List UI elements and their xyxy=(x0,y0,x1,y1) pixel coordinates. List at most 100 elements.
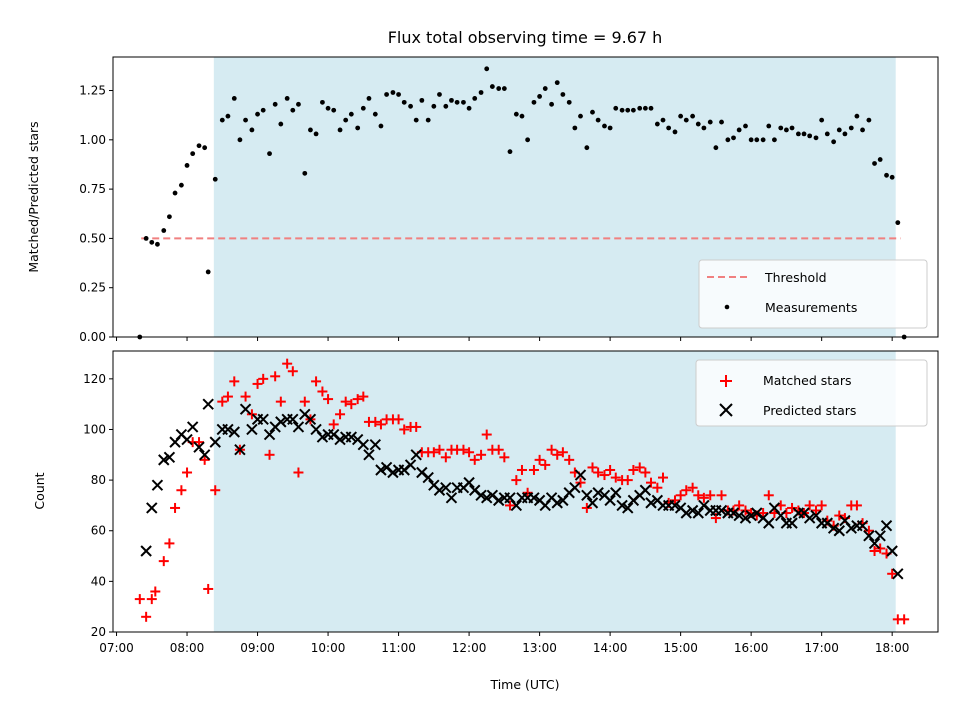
measurement-point xyxy=(836,127,842,133)
matched-star-point xyxy=(599,470,610,481)
x-tick-label: 09:00 xyxy=(240,641,275,655)
matched-star-point xyxy=(652,482,663,493)
predicted-star-point xyxy=(803,512,816,524)
measurement-point xyxy=(666,125,672,131)
measurement-point xyxy=(296,101,301,107)
x-tick-label: 12:00 xyxy=(452,641,487,655)
predicted-star-point xyxy=(686,504,699,517)
measurement-point xyxy=(190,151,196,157)
legend-threshold-label: Threshold xyxy=(764,270,827,285)
matched-star-point xyxy=(150,586,161,597)
matched-star-point xyxy=(411,421,422,432)
matched-star-point xyxy=(194,437,205,448)
measurement-point xyxy=(320,99,325,105)
measurement-point xyxy=(542,86,548,91)
measurement-point xyxy=(884,172,889,178)
measurement-point xyxy=(672,129,678,135)
predicted-star-point xyxy=(574,469,587,481)
measurement-point xyxy=(260,107,266,113)
measurement-point xyxy=(149,239,155,245)
predicted-star-point xyxy=(375,464,387,476)
y-tick-label: 20 xyxy=(91,625,106,639)
matched-star-point xyxy=(328,419,339,430)
measurement-point xyxy=(225,113,231,119)
measurement-point xyxy=(384,92,389,97)
matched-star-point xyxy=(899,614,910,625)
measurement-point xyxy=(678,113,684,119)
x-tick-label: 08:00 xyxy=(170,641,205,655)
matched-star-point xyxy=(358,391,369,402)
measurement-point xyxy=(484,66,490,72)
bottom-points xyxy=(134,358,910,625)
predicted-star-point xyxy=(433,484,446,496)
matched-star-point xyxy=(716,490,727,501)
measurement-point xyxy=(766,123,772,129)
measurement-point xyxy=(566,99,572,105)
measurement-point xyxy=(607,125,613,131)
measurement-point xyxy=(325,105,331,111)
predicted-star-point xyxy=(833,525,845,537)
matched-star-point xyxy=(705,490,716,501)
predicted-star-point xyxy=(622,502,634,514)
measurement-point xyxy=(172,190,178,196)
measurement-point xyxy=(272,101,278,107)
predicted-star-point xyxy=(715,504,728,517)
matched-star-point xyxy=(540,459,551,470)
measurement-point xyxy=(525,137,531,143)
measurement-point xyxy=(630,107,636,113)
matched-star-point xyxy=(522,487,533,498)
matched-star-point xyxy=(170,502,181,513)
top-axes-frame xyxy=(112,56,939,338)
measurement-point xyxy=(889,174,895,180)
bottom-legend: Matched stars Predicted stars xyxy=(695,359,928,427)
measurement-point xyxy=(578,113,583,119)
matched-star-point xyxy=(252,378,263,389)
matched-star-point xyxy=(282,358,293,369)
predicted-star-point xyxy=(422,471,434,484)
measurement-point xyxy=(637,105,643,111)
matched-star-point xyxy=(134,594,145,605)
measurement-point xyxy=(431,103,437,109)
predicted-star-point xyxy=(592,487,604,499)
measurement-point xyxy=(783,127,789,133)
matched-star-point xyxy=(875,543,886,554)
matched-star-point xyxy=(511,475,522,486)
measurement-point xyxy=(625,107,631,113)
matched-star-point xyxy=(593,467,604,478)
predicted-star-point xyxy=(440,481,452,494)
matched-star-point xyxy=(869,545,880,556)
predicted-star-point xyxy=(151,479,164,491)
measurement-point xyxy=(408,103,413,109)
matched-star-point xyxy=(693,490,704,501)
matched-star-point xyxy=(428,447,439,458)
matched-star-point xyxy=(275,396,286,407)
matched-star-point xyxy=(681,485,692,496)
predicted-star-point xyxy=(874,530,886,542)
measurement-point xyxy=(854,113,860,119)
predicted-star-point xyxy=(181,433,193,446)
predicted-star-point xyxy=(263,428,276,441)
measurement-point xyxy=(396,92,401,97)
predicted-star-point xyxy=(481,492,493,504)
matched-star-point xyxy=(610,472,621,483)
measurement-point xyxy=(642,105,648,111)
matched-star-point xyxy=(399,424,410,435)
measurement-point xyxy=(748,137,754,143)
measurement-point xyxy=(478,90,484,95)
matched-star-point xyxy=(287,366,298,377)
y-tick-label: 1.25 xyxy=(79,84,106,98)
measurement-point xyxy=(860,127,865,133)
predicted-star-point xyxy=(404,459,417,471)
predicted-star-point xyxy=(475,489,487,502)
predicted-star-point xyxy=(357,438,370,451)
y-tick-label: 40 xyxy=(91,574,106,588)
matched-star-point xyxy=(740,505,751,516)
matched-star-point xyxy=(575,477,586,488)
measurement-point xyxy=(501,86,507,91)
predicted-star-point xyxy=(239,403,252,415)
measurement-point xyxy=(313,131,319,137)
matched-star-point xyxy=(311,376,322,387)
measurement-point xyxy=(413,117,419,123)
predicted-star-point xyxy=(810,509,822,522)
